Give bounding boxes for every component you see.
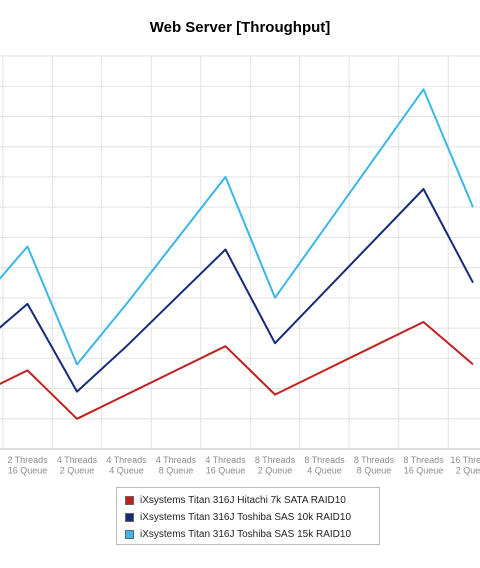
x-tick-label: 16 Threads (450, 455, 480, 465)
x-tick-label: 2 Queue (258, 466, 293, 476)
x-tick-label: 2 Threads (7, 455, 48, 465)
chart-title: Web Server [Throughput] (149, 19, 331, 36)
x-tick-label: 4 Queue (307, 466, 342, 476)
x-tick-label: 4 Queue (109, 466, 144, 476)
x-tick-label: 16 Queue (8, 466, 48, 476)
legend: iXsystems Titan 316J Hitachi 7k SATA RAI… (116, 487, 380, 545)
legend-label: iXsystems Titan 316J Hitachi 7k SATA RAI… (140, 494, 346, 506)
horizontal-gridlines (0, 55, 480, 450)
x-tick-label: 8 Queue (357, 466, 392, 476)
legend-label: iXsystems Titan 316J Toshiba SAS 15k RAI… (140, 528, 352, 540)
x-tick-label: 8 Threads (255, 455, 296, 465)
x-tick-label: 8 Threads (354, 455, 395, 465)
x-tick-label: 2 Queue (60, 466, 95, 476)
x-tick-label: 2 Queue (456, 466, 480, 476)
x-tick-label: 8 Queue (159, 466, 194, 476)
x-tick-label: 16 Queue (206, 466, 246, 476)
legend-label: iXsystems Titan 316J Toshiba SAS 10k RAI… (140, 511, 352, 523)
legend-swatch (125, 529, 134, 539)
legend-item-hitachi-7k: iXsystems Titan 316J Hitachi 7k SATA RAI… (125, 493, 346, 507)
legend-swatch (125, 495, 134, 505)
legend-item-toshiba-10k: iXsystems Titan 316J Toshiba SAS 10k RAI… (125, 510, 351, 524)
series-lines (0, 88, 474, 420)
x-tick-label: 16 Queue (404, 466, 444, 476)
x-tick-label: 4 Threads (106, 455, 147, 465)
legend-item-toshiba-15k: iXsystems Titan 316J Toshiba SAS 15k RAI… (125, 527, 351, 541)
x-tick-label: 8 Threads (304, 455, 345, 465)
x-tick-label: 4 Threads (205, 455, 246, 465)
vertical-gridlines (2, 56, 449, 449)
series-line-2 (0, 88, 474, 366)
x-tick-label: 8 Threads (403, 455, 444, 465)
series-line-0 (0, 321, 474, 420)
x-tick-label: 4 Threads (57, 455, 98, 465)
legend-swatch (125, 512, 134, 522)
series-line-1 (0, 188, 474, 393)
x-tick-label: 4 Threads (156, 455, 197, 465)
